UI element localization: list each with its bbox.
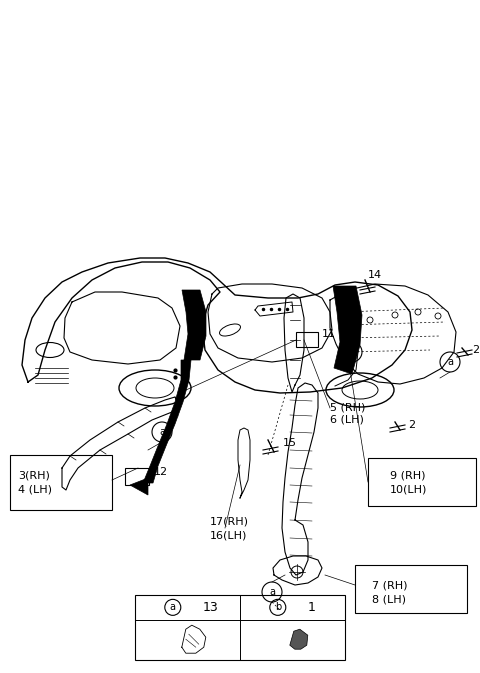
Text: 2: 2 [408,420,415,430]
Text: 3(RH): 3(RH) [18,470,50,480]
Text: 16(LH): 16(LH) [210,531,247,541]
Polygon shape [143,360,191,483]
Text: 8 (LH): 8 (LH) [372,595,406,605]
Text: b: b [275,602,281,612]
Bar [135,595,345,660]
Text: 11: 11 [322,329,336,339]
Text: 5 (RH): 5 (RH) [330,403,365,413]
Text: 4 (LH): 4 (LH) [18,485,52,495]
Text: 7 (RH): 7 (RH) [372,580,408,590]
Polygon shape [333,286,362,374]
Text: a: a [170,602,176,612]
Bar [368,458,476,506]
Text: 13: 13 [202,601,218,614]
Text: 2: 2 [472,345,479,355]
Text: 6 (LH): 6 (LH) [330,415,364,425]
Text: 17(RH): 17(RH) [210,517,249,527]
Text: 12: 12 [154,467,168,477]
Text: 14: 14 [368,270,382,280]
Bar [355,565,467,613]
Text: a: a [159,427,165,437]
Polygon shape [130,478,148,495]
Polygon shape [290,629,308,649]
Text: 10(LH): 10(LH) [390,485,427,495]
Bar [10,455,112,510]
Polygon shape [182,290,206,360]
Text: 9 (RH): 9 (RH) [390,471,425,481]
Text: 15: 15 [283,438,297,448]
Bar [125,468,149,485]
Text: a: a [269,587,275,597]
Bar [296,332,318,347]
Text: a: a [447,357,453,367]
Text: b: b [349,347,355,357]
Text: 1: 1 [307,601,315,614]
